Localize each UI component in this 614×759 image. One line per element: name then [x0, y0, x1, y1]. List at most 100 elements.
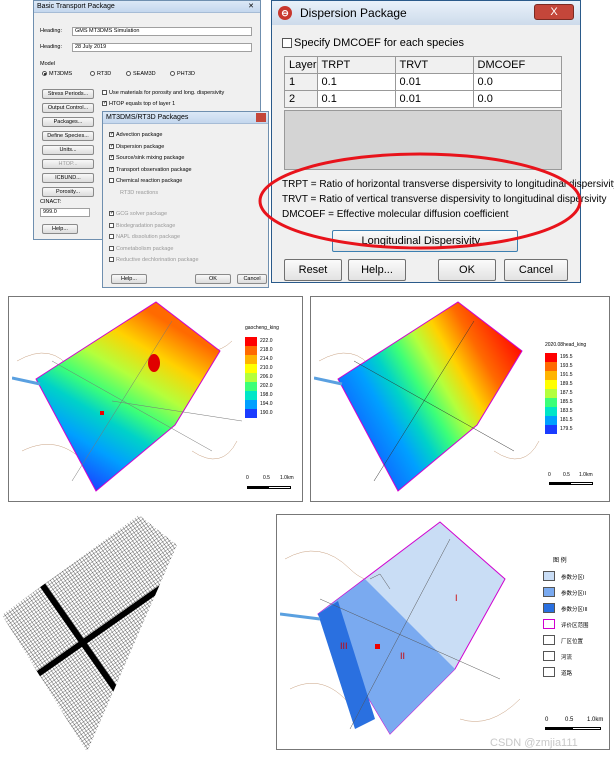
- close-icon[interactable]: [256, 113, 266, 122]
- package-checkbox[interactable]: Biodegradation package: [109, 223, 175, 229]
- use-materials-checkbox[interactable]: Use materials for porosity and long. dis…: [102, 90, 224, 96]
- zone-label-3: III: [340, 641, 348, 651]
- htop-equals-checkbox[interactable]: HTOP equals top of layer 1: [102, 100, 175, 107]
- package-checkbox[interactable]: Dispersion package: [109, 143, 164, 150]
- packages-help-button[interactable]: Help...: [111, 274, 147, 284]
- legend-item: 参数分区II: [543, 585, 609, 601]
- cinact-field[interactable]: 999.0: [40, 208, 90, 217]
- legend-item: 218.0: [245, 346, 295, 355]
- dispersion-table: Layer TRPT TRVT DMCOEF 1 0.1 0.01 0.0 2 …: [284, 56, 563, 108]
- cinact-label: CINACT:: [40, 199, 62, 205]
- close-icon[interactable]: ✕: [248, 3, 254, 10]
- package-checkbox[interactable]: Source/sink mixing package: [109, 154, 184, 161]
- trvt-definition: TRVT = Ratio of vertical transverse disp…: [282, 194, 607, 205]
- legend-swatch: [245, 355, 257, 364]
- legend-swatch: [245, 382, 257, 391]
- output-control-button[interactable]: Output Control...: [42, 103, 94, 113]
- watermark: CSDN @zmjia111: [490, 737, 578, 749]
- trpt-definition: TRPT = Ratio of horizontal transverse di…: [282, 179, 614, 190]
- ok-button[interactable]: OK: [438, 259, 496, 281]
- checkbox-icon: [282, 38, 292, 49]
- packages-button[interactable]: Packages...: [42, 117, 94, 127]
- package-checkbox[interactable]: RT3D reactions: [120, 189, 159, 196]
- packages-ok-button[interactable]: OK: [195, 274, 231, 284]
- legend-item: 193.5: [545, 362, 595, 371]
- legend-item: 参数分区III: [543, 601, 609, 617]
- radio-icon: [170, 71, 175, 77]
- model-radio-seam3d[interactable]: SEAM3D: [126, 71, 156, 77]
- legend-swatch: [545, 416, 557, 425]
- model-radio-rt3d[interactable]: RT3D: [90, 71, 111, 77]
- legend-item: 厂区位置: [543, 633, 609, 649]
- table-cell[interactable]: 0.01: [394, 90, 474, 108]
- table-cell[interactable]: 0.0: [472, 90, 563, 108]
- legend-swatch: [545, 380, 557, 389]
- help-button[interactable]: Help...: [348, 259, 406, 281]
- legend-label: 195.5: [560, 354, 573, 360]
- legend-label: 185.5: [560, 399, 573, 405]
- cancel-button[interactable]: Cancel: [504, 259, 568, 281]
- specify-dmcoef-checkbox[interactable]: Specify DMCOEF for each species: [282, 37, 464, 49]
- units-button[interactable]: Units...: [42, 145, 94, 155]
- legend-swatch: [545, 371, 557, 380]
- legend-label: 187.5: [560, 390, 573, 396]
- package-checkbox[interactable]: GCG solver package: [109, 210, 167, 217]
- packages-cancel-button[interactable]: Cancel: [237, 274, 267, 284]
- dmcoef-definition: DMCOEF = Effective molecular diffusion c…: [282, 209, 509, 220]
- legend-item: 214.0: [245, 355, 295, 364]
- package-checkbox[interactable]: Transport observation package: [109, 166, 192, 173]
- close-button[interactable]: X: [534, 4, 574, 20]
- table-row: 1 0.1 0.01 0.0: [284, 73, 563, 91]
- package-checkbox[interactable]: Cometabolism package: [109, 246, 173, 252]
- package-checkbox[interactable]: NAPL dissolution package: [109, 234, 180, 240]
- radio-icon: [126, 71, 131, 77]
- elevation-map-panel: gaocheng_king 222.0 218.0 214.0 210.0 206.0 2…: [8, 296, 303, 502]
- legend-label: 参数分区II: [561, 591, 587, 597]
- icbund-button[interactable]: ICBUND...: [42, 173, 94, 183]
- basic-transport-title: Basic Transport Package: [37, 3, 115, 10]
- legend-swatch: [545, 425, 557, 434]
- legend-item: 181.5: [545, 416, 595, 425]
- heading-field-1[interactable]: GMS MT3DMS Simulation: [72, 27, 252, 36]
- checkbox-icon: [109, 245, 114, 251]
- table-cell[interactable]: 0.1: [316, 90, 396, 108]
- model-label: Model: [40, 61, 55, 67]
- legend-swatch: [543, 603, 555, 613]
- basic-transport-titlebar: Basic Transport Package ✕: [34, 1, 260, 13]
- legend-label: 厂区位置: [561, 639, 584, 645]
- help-button[interactable]: Help...: [42, 224, 78, 234]
- legend-item: 222.0: [245, 337, 295, 346]
- define-species-button[interactable]: Define Species...: [42, 131, 94, 141]
- zones-map-panel: I II III 图 例 参数分区I 参数分区II 参数分区III 评价区范围 厂区位置…: [276, 514, 610, 750]
- model-grid: [2, 515, 177, 752]
- porosity-button[interactable]: Porosity...: [42, 187, 94, 197]
- legend-swatch: [545, 398, 557, 407]
- stress-periods-button[interactable]: Stress Periods...: [42, 89, 94, 99]
- legend-swatch: [545, 407, 557, 416]
- legend-label: 206.0: [260, 374, 273, 380]
- head-map: [314, 301, 540, 492]
- legend-item: 190.0: [245, 409, 295, 418]
- legend-item: 206.0: [245, 373, 295, 382]
- model-radio-mt3dms[interactable]: MT3DMS: [42, 71, 72, 77]
- table-row: 2 0.1 0.01 0.0: [284, 90, 563, 108]
- legend-swatch: [245, 346, 257, 355]
- scale-half: 0.5: [565, 717, 574, 723]
- package-checkbox[interactable]: Advection package: [109, 131, 162, 138]
- legend-label: 181.5: [560, 417, 573, 423]
- packages-window: MT3DMS/RT3D Packages Advection package Di…: [102, 111, 269, 288]
- package-checkbox[interactable]: Chemical reaction package: [109, 178, 182, 184]
- model-radio-pht3d[interactable]: PHT3D: [170, 71, 195, 77]
- scale-bar: [247, 486, 291, 489]
- legend-item: 210.0: [245, 364, 295, 373]
- package-checkbox[interactable]: Reductive dechlorination package: [109, 257, 199, 263]
- reset-button[interactable]: Reset: [284, 259, 342, 281]
- legend-item: 河流: [543, 649, 609, 665]
- zone-label-2: II: [400, 651, 405, 661]
- legend-label: 评价区范围: [561, 623, 589, 629]
- annotation-ellipse: [258, 152, 582, 250]
- legend-item: 195.5: [545, 353, 595, 362]
- heading-field-2[interactable]: 28 July 2019: [72, 43, 252, 52]
- legend-label: 194.0: [260, 401, 273, 407]
- htop-button[interactable]: HTOP...: [42, 159, 94, 169]
